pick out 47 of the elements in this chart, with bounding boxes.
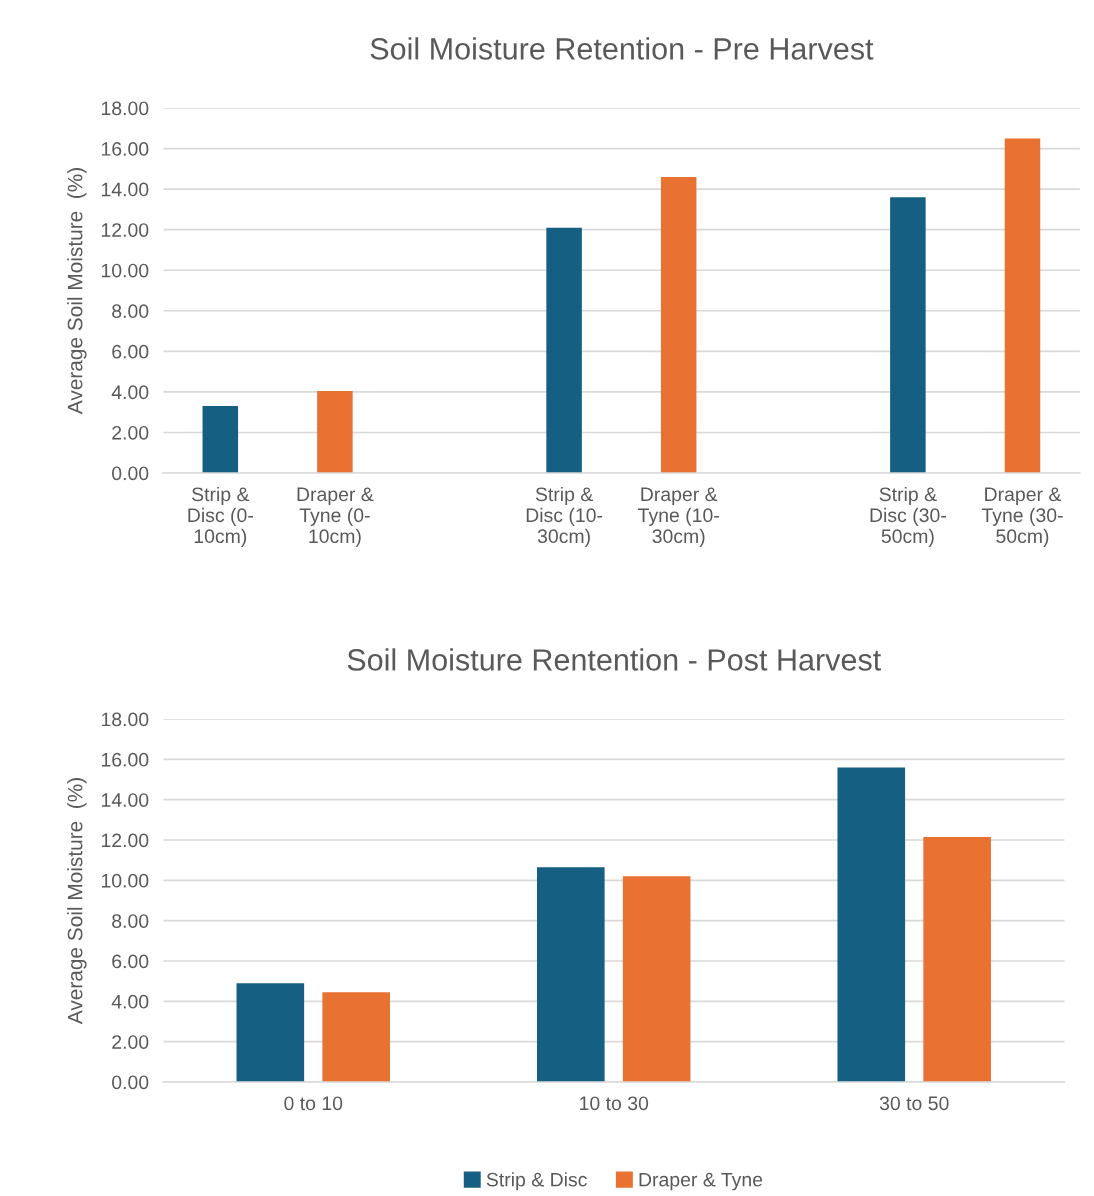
x-tick-label: Strip & Disc (10- 30cm) <box>526 486 603 547</box>
x-tick-label: Strip & Disc (0- 10cm) <box>188 486 253 547</box>
chart-title: Soil Moisture Retention - Pre Harvest <box>370 37 874 60</box>
y-tick-label: 12.00 <box>101 833 149 848</box>
bar <box>317 390 353 474</box>
x-tick-label: 10 to 30 <box>580 1096 649 1111</box>
y-tick-label: 12.00 <box>101 223 149 237</box>
y-tick-label: 8.00 <box>112 304 149 319</box>
bar <box>546 227 582 474</box>
bar <box>1004 138 1041 474</box>
x-tick-label: 0 to 10 <box>284 1096 343 1111</box>
y-tick-label: 4.00 <box>111 994 149 1009</box>
bar <box>890 197 926 474</box>
y-tick-label: 0.00 <box>112 1075 149 1090</box>
y-tick-label: 2.00 <box>112 425 149 440</box>
bar <box>537 867 605 1083</box>
bar <box>660 176 697 474</box>
bar <box>622 876 691 1083</box>
y-tick-label: 16.00 <box>101 752 149 767</box>
y-tick-label: 10.00 <box>101 873 149 888</box>
y-tick-label: 18.00 <box>101 101 149 116</box>
y-tick-label: 14.00 <box>101 793 149 807</box>
y-tick-label: 8.00 <box>112 914 149 928</box>
x-tick-label: Draper & Tyne (0- 10cm) <box>297 487 374 547</box>
y-tick-label: 4.00 <box>111 385 149 400</box>
y-axis-title: Average Soil Moisture (%) <box>67 168 87 415</box>
x-tick-label: Draper & Tyne (30- 50cm) <box>981 487 1063 547</box>
bar <box>923 837 991 1083</box>
bar <box>236 983 305 1083</box>
chart-title: Soil Moisture Rentention - Post Harvest <box>347 648 881 671</box>
bar <box>202 406 239 474</box>
legend-label: Draper & Tyne <box>639 1172 763 1191</box>
y-tick-label: 16.00 <box>101 142 149 156</box>
y-axis-title: Average Soil Moisture (%) <box>67 778 87 1025</box>
y-tick-label: 18.00 <box>101 712 149 727</box>
y-tick-label: 0.00 <box>112 466 149 481</box>
legend-label: Strip & Disc <box>486 1172 587 1191</box>
x-tick-label: Strip & Disc (30- 50cm) <box>870 486 946 547</box>
y-tick-label: 10.00 <box>101 263 149 278</box>
y-tick-label: 6.00 <box>112 954 149 969</box>
bar <box>837 767 906 1083</box>
bar <box>322 992 390 1083</box>
y-tick-label: 6.00 <box>112 344 149 359</box>
y-tick-label: 14.00 <box>101 182 149 197</box>
x-tick-label: 30 to 50 <box>879 1096 949 1111</box>
x-tick-label: Draper & Tyne (10- 30cm) <box>638 487 719 547</box>
y-tick-label: 2.00 <box>112 1035 149 1049</box>
